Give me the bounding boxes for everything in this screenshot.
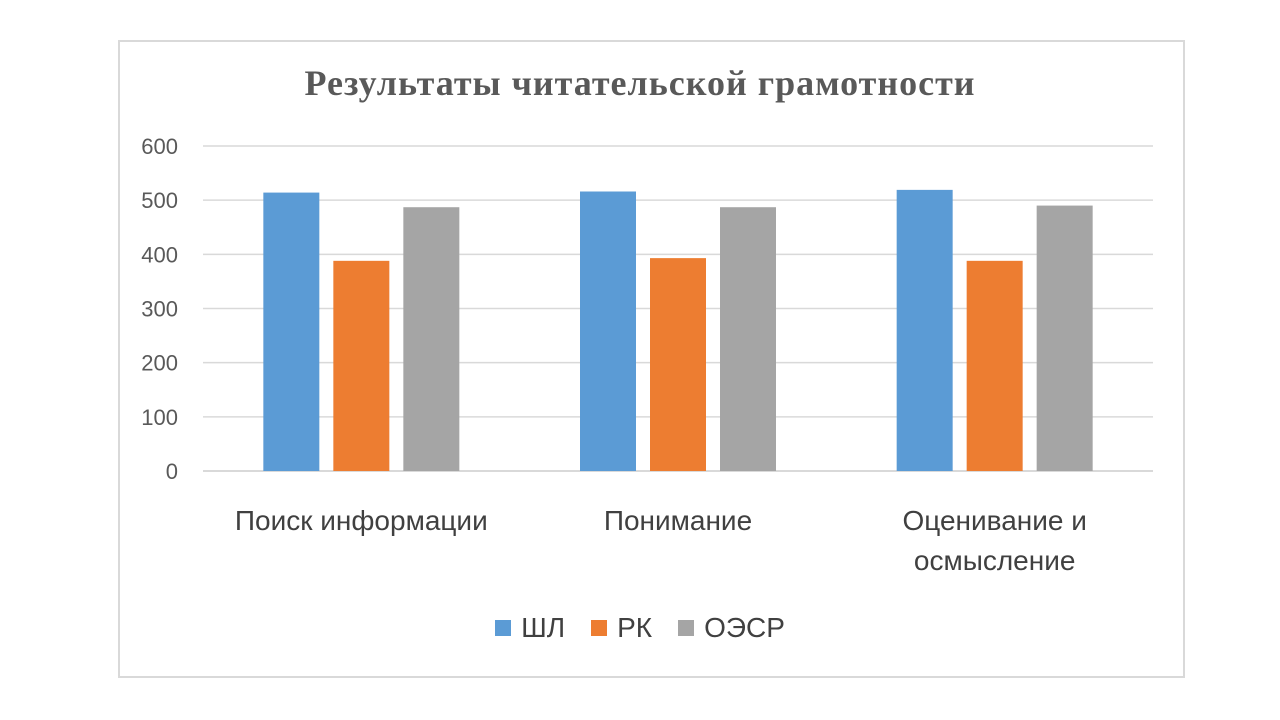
x-category-label: Оценивание и bbox=[902, 505, 1086, 536]
legend-label-rk: РК bbox=[617, 612, 653, 643]
x-category-label: Понимание bbox=[604, 505, 752, 536]
legend: ШЛ РК ОЭСР bbox=[0, 612, 1280, 644]
legend-swatch-shl bbox=[495, 620, 512, 636]
legend-item-oecd: ОЭСР bbox=[678, 612, 785, 644]
legend-label-shl: ШЛ bbox=[521, 612, 566, 643]
y-tick-label: 500 bbox=[141, 188, 178, 213]
bar-2-3 bbox=[966, 260, 1023, 471]
bar-2-1 bbox=[333, 260, 390, 471]
y-tick-label: 300 bbox=[141, 297, 178, 322]
bar-3-1 bbox=[403, 207, 460, 472]
bar-1-1 bbox=[263, 192, 320, 472]
x-category-label: Поиск информации bbox=[235, 505, 488, 536]
y-tick-label: 200 bbox=[141, 351, 178, 376]
legend-swatch-oecd bbox=[678, 620, 695, 636]
x-category-label: осмысление bbox=[914, 545, 1076, 576]
y-tick-label: 400 bbox=[141, 242, 178, 267]
chart-title: Результаты читательской грамотности bbox=[304, 63, 976, 103]
legend-swatch-rk bbox=[591, 620, 608, 636]
y-tick-label: 100 bbox=[141, 405, 178, 430]
y-tick-label: 600 bbox=[141, 134, 178, 159]
legend-label-oecd: ОЭСР bbox=[704, 612, 785, 643]
bar-3-3 bbox=[1036, 205, 1093, 472]
legend-item-rk: РК bbox=[591, 612, 652, 644]
legend-item-shl: ШЛ bbox=[495, 612, 565, 644]
bar-1-3 bbox=[896, 189, 953, 471]
bar-2-2 bbox=[650, 258, 706, 471]
y-tick-label: 0 bbox=[166, 459, 178, 484]
bar-3-2 bbox=[720, 207, 776, 472]
bar-1-2 bbox=[580, 191, 636, 471]
